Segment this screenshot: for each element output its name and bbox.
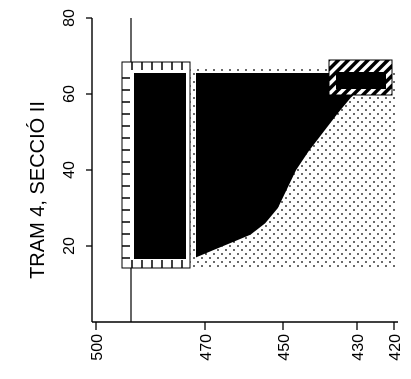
y-axis-label: TRAM 4, SECCIÓ II bbox=[26, 101, 49, 279]
profile-area bbox=[196, 73, 378, 262]
y-tick-label: 80 bbox=[61, 9, 78, 27]
x-tick-label: 470 bbox=[198, 334, 215, 361]
top-right-block bbox=[328, 59, 393, 96]
y-tick-label: 40 bbox=[61, 161, 78, 179]
left-block bbox=[121, 61, 191, 269]
y-tick-label: 60 bbox=[61, 85, 78, 103]
y-tick-label: 20 bbox=[61, 237, 78, 255]
x-tick-label: 500 bbox=[89, 334, 106, 361]
x-tick-label: 420 bbox=[387, 334, 404, 361]
x-tick-label: 450 bbox=[276, 334, 293, 361]
x-tick-label: 430 bbox=[350, 334, 367, 361]
